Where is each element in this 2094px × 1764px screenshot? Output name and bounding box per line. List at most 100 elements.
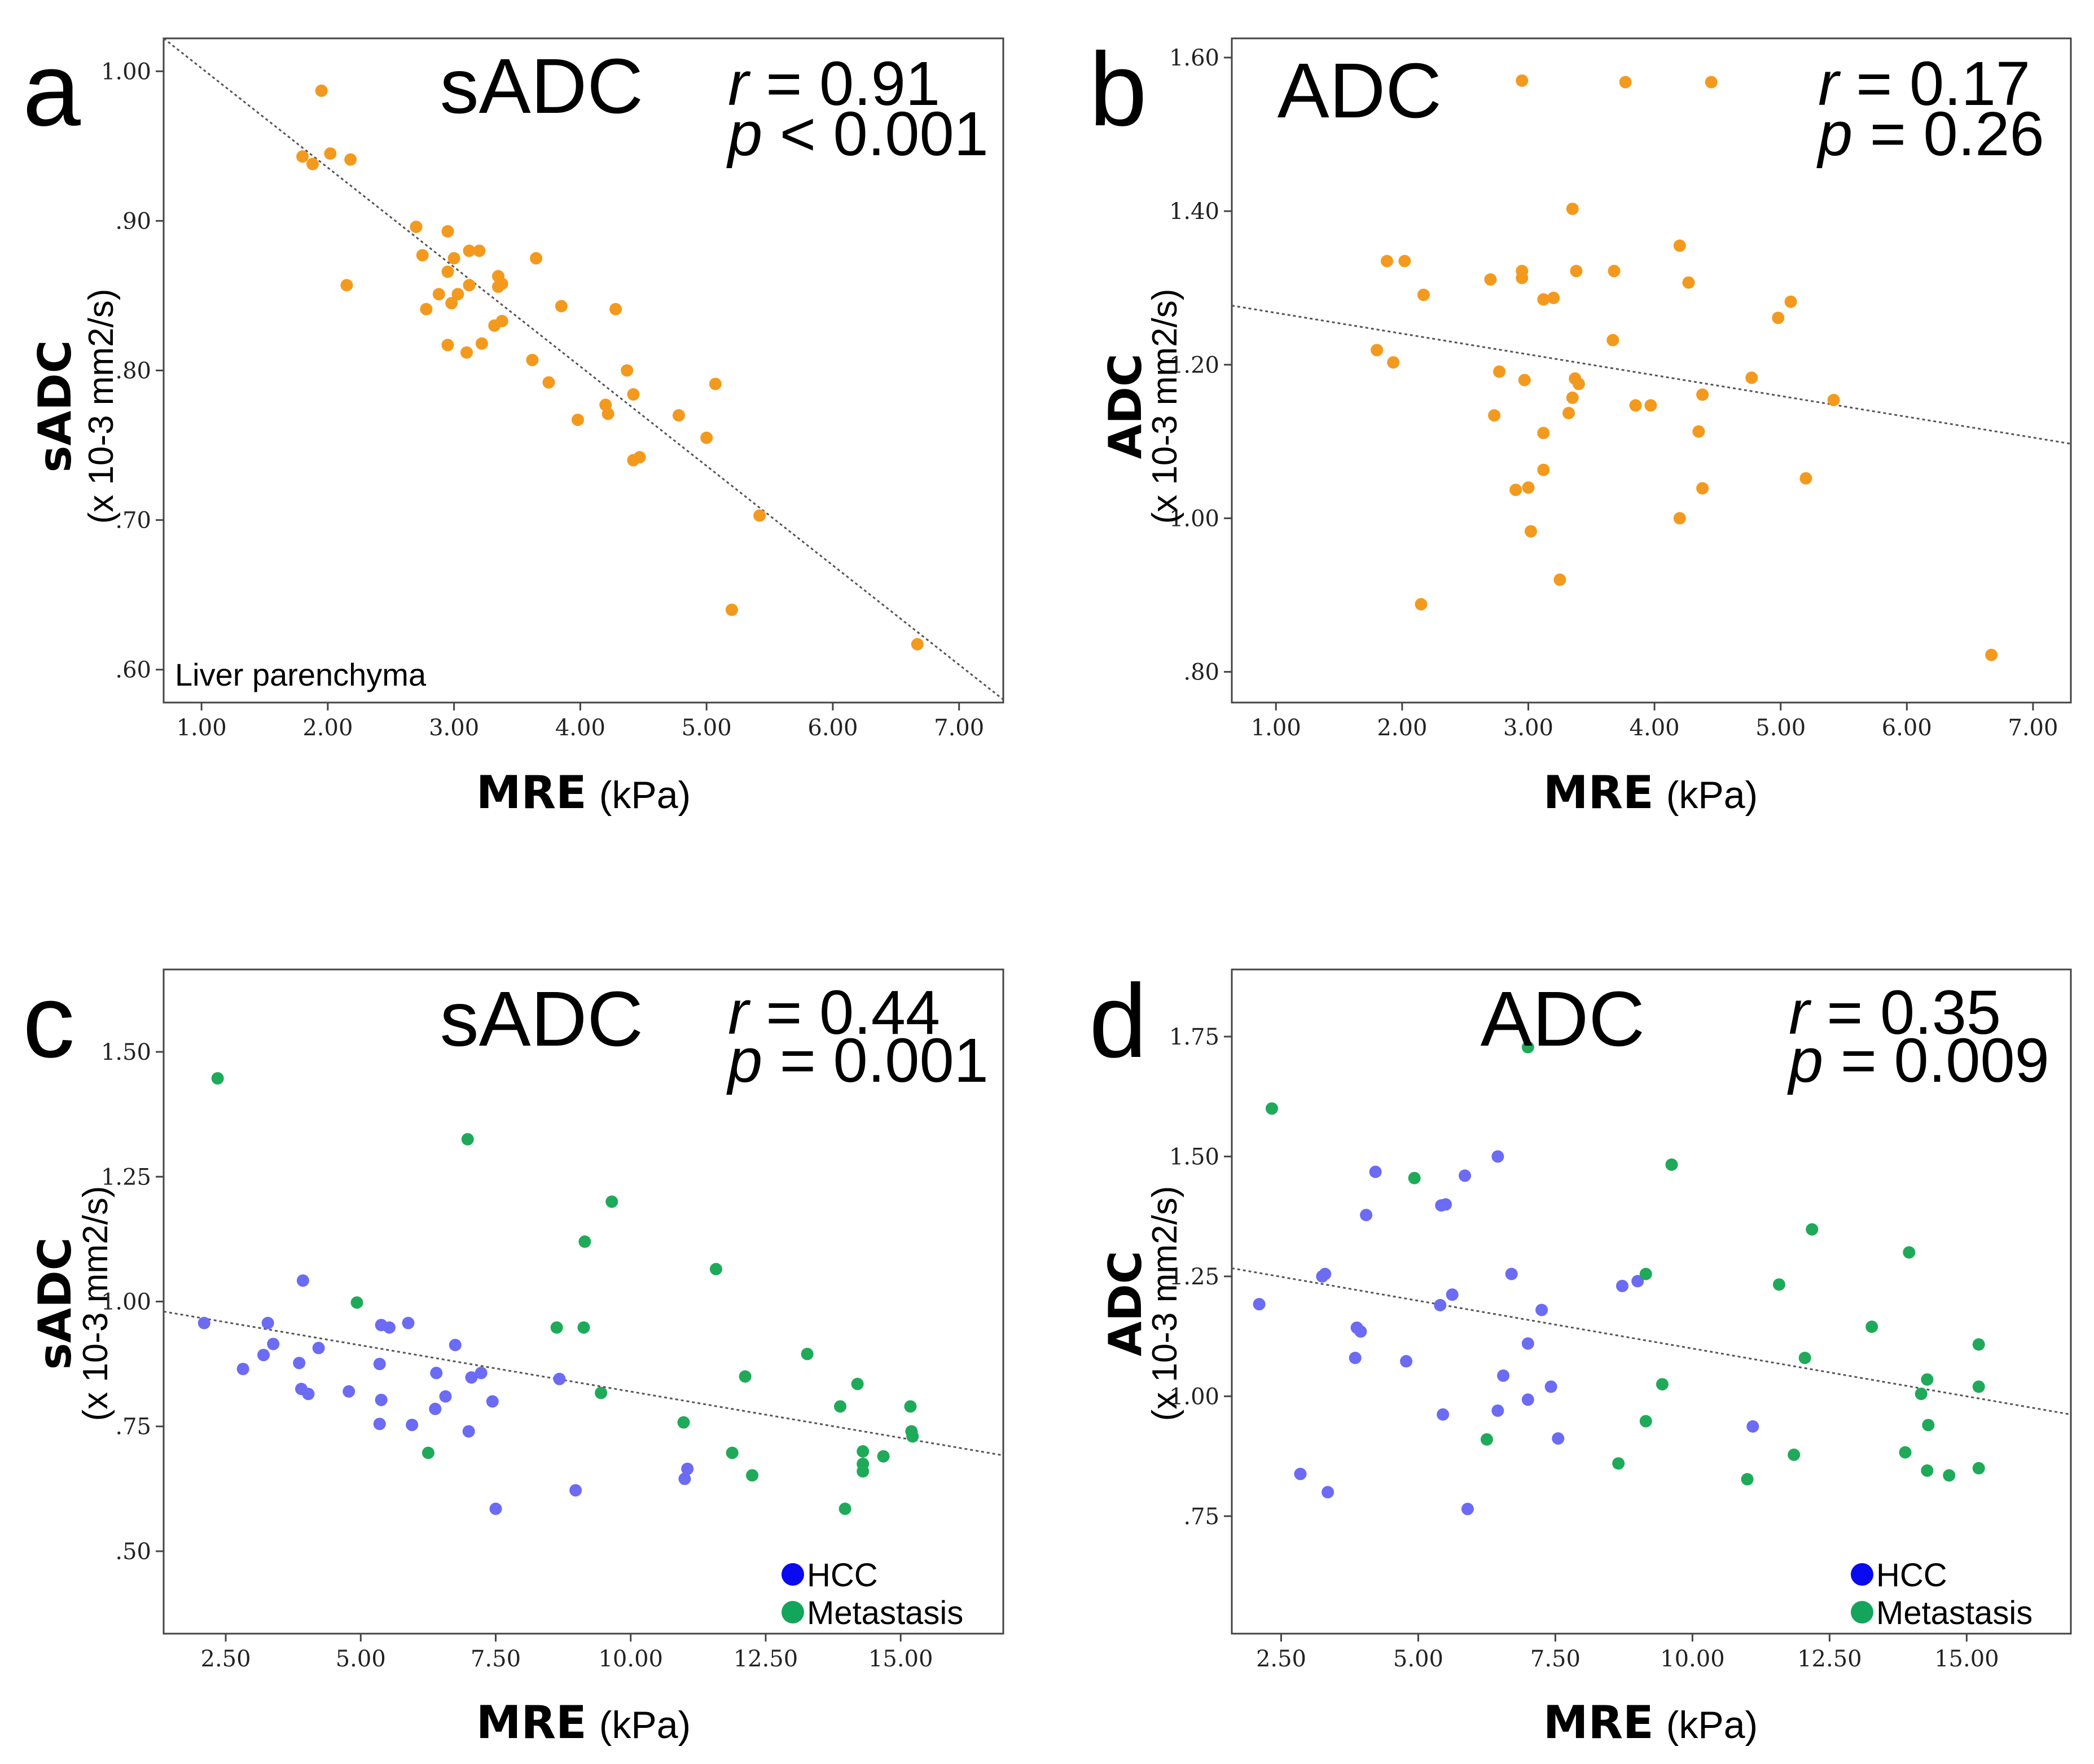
- data-point: [739, 1370, 752, 1383]
- data-point: [312, 1341, 325, 1354]
- y-axis-label: ADC: [1099, 353, 1152, 459]
- data-point: [1491, 1150, 1504, 1163]
- data-point: [678, 1472, 691, 1485]
- data-point: [1253, 1298, 1266, 1311]
- data-point: [753, 509, 766, 522]
- x-tick-label: 15.00: [1934, 1646, 1999, 1672]
- data-point: [1387, 356, 1400, 369]
- data-point: [530, 252, 543, 265]
- data-point: [1806, 1223, 1819, 1236]
- x-axis-label-unit: (kPa): [1666, 774, 1758, 817]
- fit-line: [163, 1310, 1004, 1456]
- data-point: [491, 280, 504, 293]
- x-tick-label: 4.00: [555, 715, 605, 741]
- data-point: [725, 603, 738, 616]
- x-tick-label: 5.00: [336, 1646, 386, 1672]
- data-point: [1322, 1486, 1334, 1499]
- series-liver-parenchyma: [1371, 74, 1998, 661]
- data-point: [447, 252, 460, 265]
- data-point: [542, 376, 555, 389]
- data-point: [1459, 1169, 1472, 1182]
- data-point: [1491, 1404, 1504, 1417]
- y-axis-label: ADC: [1099, 1250, 1152, 1356]
- chart-title: ADC: [1278, 47, 1442, 134]
- data-point: [553, 1372, 566, 1385]
- data-point: [1570, 265, 1583, 278]
- panel-c: 2.50 5.00 7.50 10.00 12.50 15.00 .50 .75 1.00 1.2…: [23, 963, 1004, 1749]
- data-point: [1488, 409, 1501, 422]
- stat-p-value: < 0.001: [762, 99, 989, 169]
- x-tick-label: 5.00: [1393, 1646, 1443, 1672]
- data-point: [1521, 1393, 1534, 1406]
- y-tick-label: 1.25: [1169, 1264, 1219, 1290]
- data-point: [621, 364, 634, 377]
- x-tick-label: 10.00: [1660, 1646, 1725, 1672]
- data-point: [315, 84, 328, 97]
- data-point: [578, 1235, 591, 1248]
- data-point: [609, 302, 622, 315]
- x-tick-label: 10.00: [598, 1646, 663, 1672]
- data-point: [857, 1445, 870, 1458]
- data-point: [1673, 239, 1686, 252]
- data-point: [1417, 288, 1430, 301]
- x-axis-label: MRE (kPa): [1543, 766, 1758, 819]
- data-point: [1772, 311, 1785, 324]
- data-point: [851, 1377, 864, 1390]
- data-point: [1537, 427, 1550, 440]
- data-point: [429, 1402, 442, 1415]
- x-axis-label: MRE (kPa): [476, 1696, 691, 1749]
- data-point: [302, 1388, 315, 1401]
- data-point: [373, 1358, 386, 1371]
- data-point: [296, 150, 309, 163]
- data-point: [857, 1465, 870, 1478]
- data-point: [627, 388, 640, 401]
- panel-letter: b: [1089, 32, 1147, 148]
- data-point: [441, 339, 454, 352]
- data-point: [1535, 1304, 1548, 1317]
- stat-r-value: = 0.35: [1810, 978, 2001, 1047]
- data-point: [1552, 1432, 1565, 1445]
- data-point: [373, 1418, 386, 1430]
- stat-r: r = 0.35: [1789, 978, 2001, 1047]
- legend-marker-hcc: [782, 1563, 804, 1586]
- stat-r-value: = 0.17: [1839, 49, 2030, 119]
- data-point: [445, 297, 458, 310]
- data-point: [550, 1321, 563, 1334]
- data-point: [261, 1317, 274, 1329]
- stat-p: p = 0.26: [1816, 99, 2044, 169]
- chart-title: ADC: [1481, 976, 1645, 1063]
- legend-label: HCC: [1876, 1557, 1947, 1594]
- data-point: [877, 1450, 890, 1463]
- data-point: [904, 1400, 917, 1413]
- data-point: [602, 407, 614, 420]
- data-point: [801, 1348, 814, 1361]
- data-point: [555, 300, 568, 313]
- data-point: [1518, 374, 1531, 387]
- fit-line: [1231, 1267, 2071, 1416]
- legend-label: HCC: [807, 1557, 878, 1594]
- data-point: [344, 153, 357, 166]
- y-axis-label: sADC: [29, 340, 81, 473]
- data-point: [257, 1349, 270, 1362]
- data-point: [1772, 1278, 1785, 1291]
- data-point: [1516, 271, 1529, 284]
- data-point: [1745, 371, 1758, 384]
- stat-r: r = 0.44: [728, 978, 940, 1047]
- data-point: [746, 1469, 759, 1482]
- fit-line: [1231, 305, 2071, 445]
- x-tick-label: 7.00: [934, 715, 984, 741]
- data-point: [463, 279, 476, 292]
- data-point: [267, 1337, 280, 1350]
- series-metastasis: [1265, 1041, 1985, 1486]
- x-tick-label: 2.00: [302, 715, 353, 741]
- data-point: [465, 1371, 478, 1384]
- data-point: [1493, 365, 1506, 378]
- series-hcc: [197, 1274, 694, 1515]
- data-point: [1985, 648, 1998, 661]
- data-point: [475, 337, 488, 350]
- data-point: [1319, 1267, 1332, 1280]
- series-liver-parenchyma: [296, 84, 924, 651]
- data-point: [1562, 407, 1575, 420]
- data-point: [1437, 1408, 1450, 1421]
